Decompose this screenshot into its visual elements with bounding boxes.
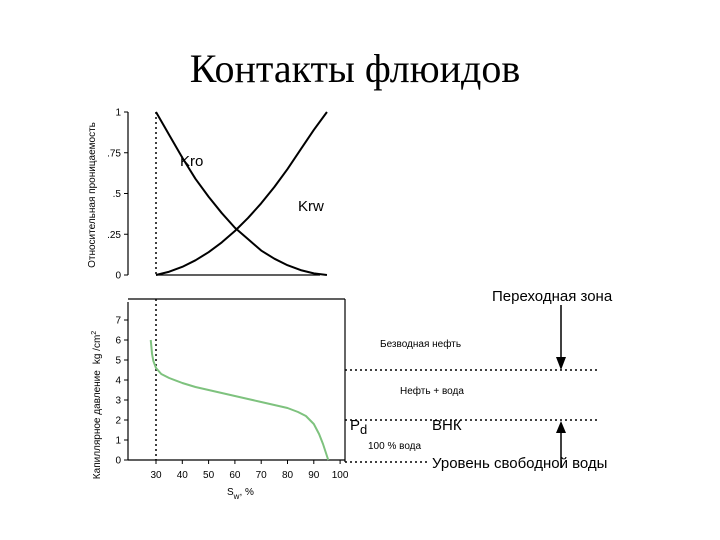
pc-ylabel-unit-sup: 2 [91,331,98,335]
pc-x-ticks: 30 40 50 60 70 80 90 100 [150,460,349,481]
pc-x-tick-label: 100 [332,470,349,481]
relperm-y-ticks: 0 .25 .5 .75 1 [107,108,128,282]
pc-x-tick-label: 90 [308,470,320,481]
pc-tick-label: 6 [115,336,121,347]
pc-tick-label: 7 [115,316,121,327]
waterfree-oil-label: Безводная нефть [380,338,461,350]
kro-curve [155,111,328,276]
pc-x-tick-label: 80 [282,470,294,481]
pc-ylabel: Капиллярное давление kg /cm2 [91,331,103,479]
transition-arrow-down-head [556,357,566,370]
pc-curves [149,339,330,461]
pc-xlabel-sub: w [233,492,240,501]
relperm-curves [155,111,328,276]
relperm-tick-label: 0 [115,271,121,282]
pc-xlabel: Sw, % [227,487,254,501]
fwl-label: Уровень свободной воды [432,455,607,472]
pc-tick-label: 3 [115,396,121,407]
pc-tick-label: 4 [115,376,121,387]
pc-xlabel-unit: , % [239,487,254,498]
pc-x-tick-label: 70 [256,470,268,481]
pc-tick-label: 1 [115,436,121,447]
capillary-pressure-curve [149,339,330,461]
relperm-ylabel: Относительная проницаемость [87,122,98,268]
pc-tick-label: 2 [115,416,121,427]
pc-x-tick-label: 30 [150,470,162,481]
pc-x-tick-label: 50 [203,470,215,481]
krw-label: Krw [298,198,324,215]
pc-x-tick-label: 60 [229,470,241,481]
pc-tick-label: 0 [115,456,121,467]
pc-ylabel-text: Капиллярное давление [92,370,103,479]
fwl-arrow-up-head [556,421,566,433]
relperm-tick-label: 1 [115,108,121,119]
pc-y-ticks: 0 1 2 3 4 5 6 7 [115,316,128,467]
water-100-label: 100 % вода [368,441,422,452]
oil-water-label: Нефть + вода [400,385,464,397]
relperm-tick-label: .25 [107,230,121,241]
owc-label: ВНК [432,417,462,434]
pc-xlabel-s: S [227,487,234,498]
pd-label-p: P [350,417,360,434]
kro-label: Kro [180,153,203,170]
pd-label-sub: d [360,422,367,437]
page-title: Контакты флюидов [190,46,521,91]
pd-label: Pd [350,417,367,437]
transition-zone-label: Переходная зона [492,288,613,305]
relperm-tick-label: .75 [107,148,121,159]
pc-x-tick-label: 40 [177,470,189,481]
pc-ylabel-unit: kg /cm [92,335,103,364]
pc-tick-label: 5 [115,356,121,367]
krw-curve [155,111,328,276]
relperm-tick-label: .5 [113,189,122,200]
